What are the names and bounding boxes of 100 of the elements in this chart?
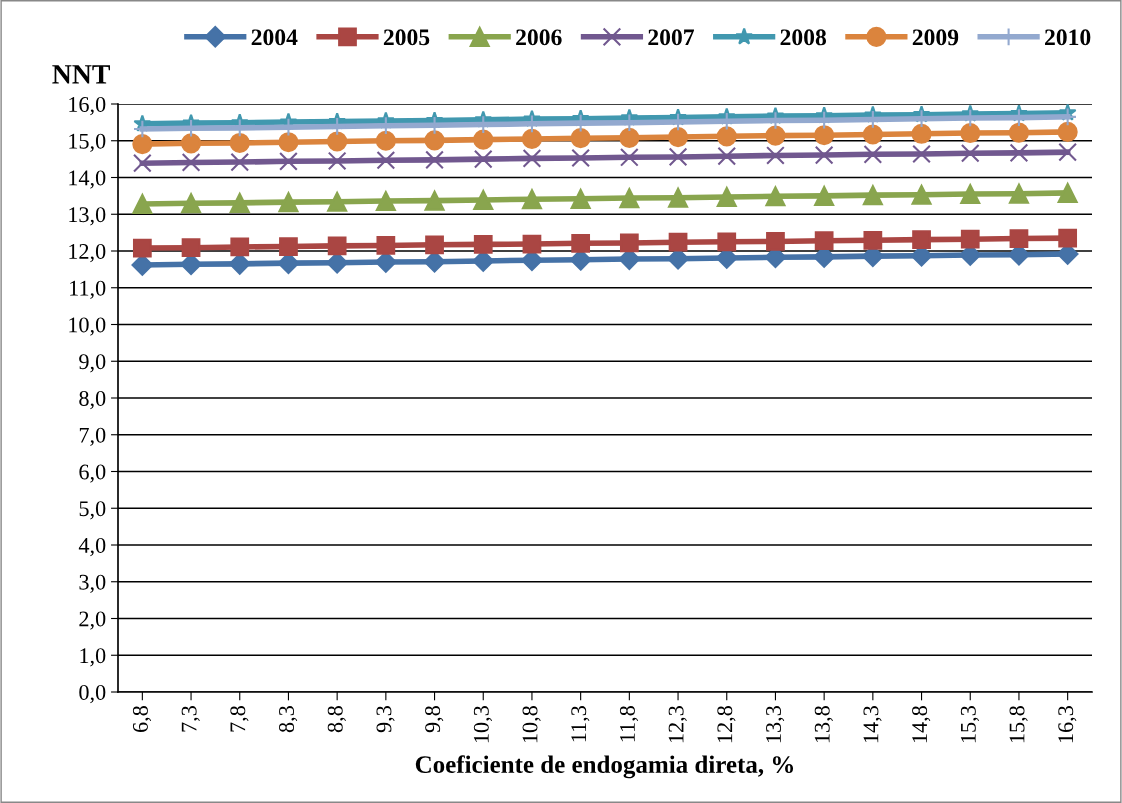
y-tick-label: 11,0: [70, 280, 106, 299]
legend-label: 2005: [383, 29, 430, 46]
point: [863, 144, 883, 164]
x-tick-label: 7,8: [230, 706, 249, 732]
point: [862, 124, 883, 145]
point: [180, 193, 202, 214]
point: [668, 147, 688, 167]
point: [228, 253, 251, 275]
legend-label: 2007: [648, 29, 694, 46]
x-tick-label: 15,8: [1009, 706, 1028, 743]
y-tick-label: 9,0: [79, 354, 106, 373]
x-tick-label: 10,8: [522, 706, 541, 743]
point: [912, 144, 931, 164]
point: [1008, 122, 1030, 143]
point: [229, 132, 250, 154]
point: [230, 237, 250, 257]
legend-label: 2004: [251, 29, 298, 46]
point: [1008, 183, 1030, 204]
point: [1009, 143, 1029, 163]
point: [180, 133, 202, 154]
y-tick-label: 3,0: [79, 574, 106, 593]
x-tick-label: 9,8: [425, 706, 444, 733]
point: [960, 229, 980, 249]
x-tick-label: 8,8: [327, 706, 346, 733]
x-tick-label: 6,8: [132, 706, 152, 733]
point: [473, 149, 493, 169]
x-tick-label: 9,3: [376, 706, 395, 733]
point: [619, 188, 640, 209]
y-tick-label: 6,0: [79, 464, 106, 483]
point: [619, 127, 640, 148]
point: [230, 152, 250, 172]
point: [1057, 121, 1078, 142]
legend-label: 2010: [1045, 29, 1091, 46]
point: [619, 147, 639, 167]
y-tick-label: 2,0: [79, 611, 106, 630]
point: [717, 146, 737, 166]
y-tick-label: 4,0: [78, 537, 106, 557]
y-tick-label: 15,0: [69, 133, 106, 152]
y-tick-label: 1,0: [80, 648, 106, 667]
point: [912, 230, 931, 249]
point: [571, 233, 591, 253]
point: [181, 153, 201, 172]
point: [717, 232, 737, 252]
y-tick-label: 13,0: [69, 207, 106, 226]
y-tick-label: 16,0: [69, 96, 106, 116]
point: [424, 130, 445, 151]
point: [667, 127, 689, 148]
point: [473, 235, 493, 254]
point: [473, 129, 494, 150]
point: [132, 153, 152, 173]
legend-label: 2009: [912, 29, 959, 46]
point: [522, 149, 542, 168]
point: [132, 193, 153, 215]
point: [327, 151, 347, 171]
point: [278, 132, 299, 153]
x-tick-label: 14,3: [863, 706, 882, 743]
point: [279, 237, 298, 256]
x-tick-label: 14,8: [912, 706, 931, 743]
point: [765, 186, 786, 207]
point: [327, 131, 348, 152]
point: [425, 150, 444, 170]
point: [376, 150, 396, 170]
y-tick-label: 10,0: [69, 317, 106, 336]
x-tick-label: 11,8: [619, 706, 639, 742]
x-tick-label: 10,3: [473, 706, 493, 743]
point: [522, 234, 542, 254]
point: [814, 125, 835, 146]
y-tick-label: 12,0: [69, 243, 106, 263]
point: [667, 187, 689, 208]
y-tick-label: 0,0: [79, 684, 106, 704]
point: [1009, 229, 1029, 248]
point: [132, 133, 153, 155]
point: [425, 235, 444, 255]
x-tick-label: 12,3: [668, 706, 687, 743]
x-tick-label: 7,3: [181, 706, 200, 732]
point: [521, 128, 543, 149]
x-axis-title: Coeficiente de endogamia direta, %: [415, 755, 794, 779]
point: [131, 254, 154, 276]
point: [424, 190, 445, 211]
legend-label: 2008: [780, 29, 827, 46]
point: [1057, 182, 1078, 203]
x-tick-label: 12,8: [717, 706, 736, 743]
legend-label: 2006: [516, 29, 562, 46]
point: [521, 189, 543, 210]
y-tick-label: 14,0: [69, 170, 106, 189]
x-tick-label: 16,3: [1058, 706, 1077, 743]
y-tick-label: 8,0: [79, 390, 106, 410]
point: [181, 238, 201, 258]
point: [279, 151, 298, 171]
point: [960, 122, 981, 144]
point: [862, 185, 883, 206]
x-tick-label: 15,3: [960, 706, 980, 743]
y-tick-label: 7,0: [79, 427, 106, 446]
y-axis-title: NNT: [52, 65, 110, 84]
point: [229, 192, 250, 213]
x-tick-label: 11,3: [571, 706, 590, 742]
point: [376, 236, 396, 255]
point: [716, 126, 737, 147]
point: [960, 143, 980, 163]
point: [473, 189, 494, 210]
